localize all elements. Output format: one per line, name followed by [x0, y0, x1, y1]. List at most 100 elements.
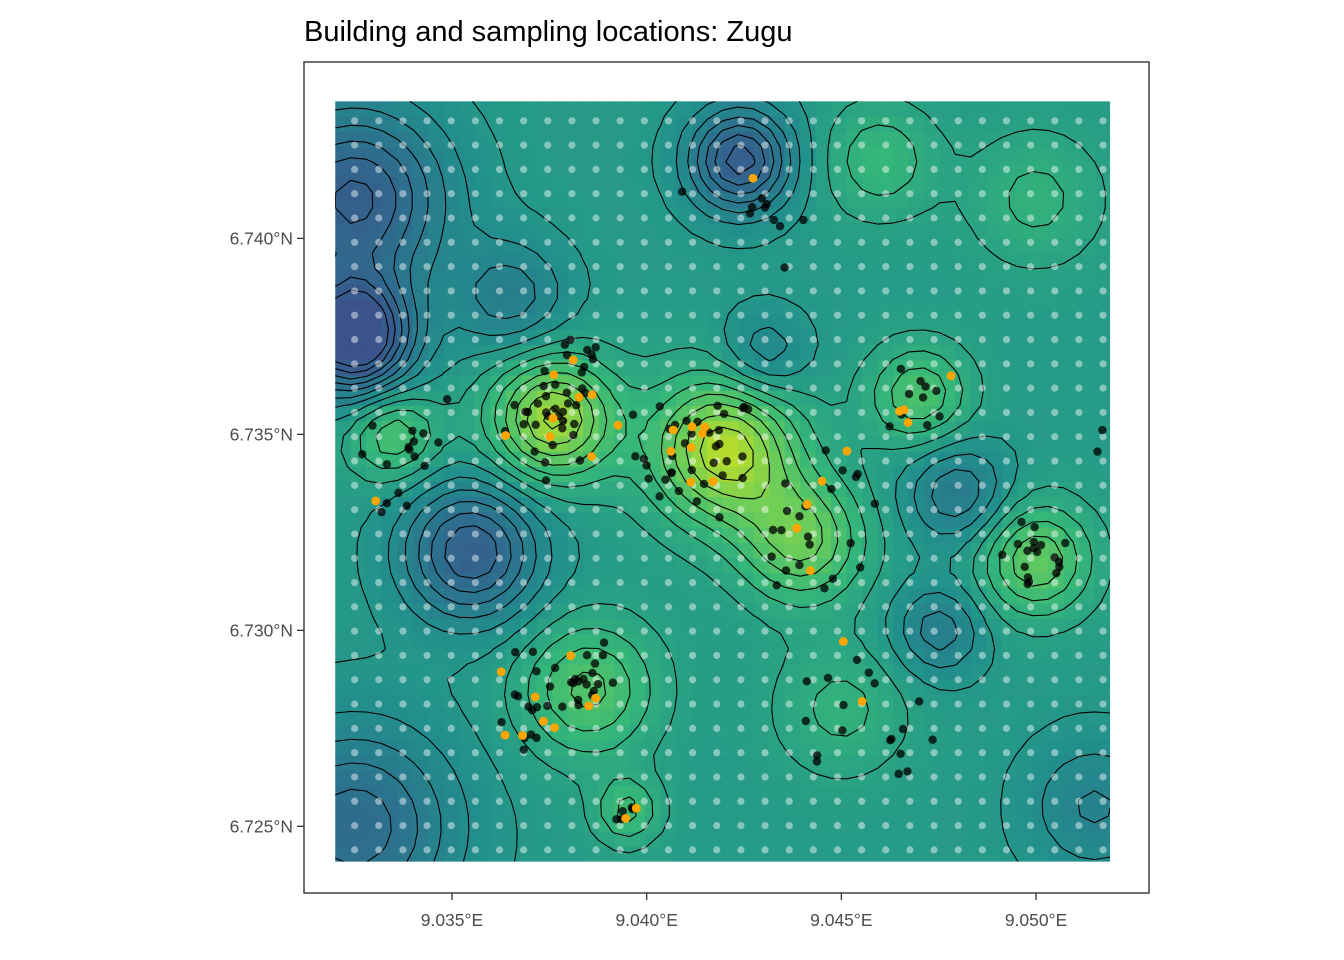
surface-cell — [1032, 785, 1049, 802]
surface-cell — [939, 162, 956, 178]
building-point — [583, 345, 592, 355]
surface-cell — [598, 770, 615, 787]
surface-cell — [738, 785, 755, 802]
surface-cell — [366, 298, 383, 315]
grid-point — [1051, 311, 1059, 319]
surface-cell — [505, 831, 522, 848]
surface-cell — [350, 831, 367, 848]
surface-cell — [598, 116, 615, 133]
surface-cell — [831, 816, 848, 832]
surface-cell — [1094, 755, 1111, 771]
surface-cell — [443, 420, 460, 437]
surface-cell — [862, 131, 879, 148]
surface-cell — [877, 207, 894, 224]
building-point — [618, 806, 627, 816]
surface-cell — [1001, 679, 1018, 695]
surface-cell — [366, 816, 383, 832]
surface-cell — [815, 222, 832, 239]
surface-cell — [598, 466, 615, 483]
surface-cell — [629, 238, 646, 254]
surface-cell — [660, 527, 677, 543]
surface-cell — [939, 557, 956, 574]
surface-cell — [1001, 800, 1018, 817]
grid-point — [423, 506, 431, 514]
surface-cell — [645, 283, 662, 300]
surface-cell — [428, 816, 445, 832]
surface-cell — [1063, 374, 1080, 391]
grid-point — [906, 117, 914, 125]
surface-cell — [676, 816, 693, 832]
grid-point — [399, 676, 407, 684]
grid-point — [930, 578, 938, 587]
surface-cell — [784, 238, 801, 254]
grid-point — [375, 238, 383, 246]
surface-cell — [676, 831, 693, 848]
surface-cell — [1079, 770, 1096, 787]
grid-point — [1027, 481, 1035, 489]
grid-point — [930, 603, 938, 611]
surface-cell — [397, 101, 414, 118]
grid-point — [495, 214, 504, 222]
grid-point — [833, 481, 842, 489]
surface-cell — [443, 694, 460, 711]
surface-cell — [908, 162, 925, 178]
surface-cell — [722, 770, 739, 787]
building-point — [677, 187, 687, 196]
surface-cell — [1017, 451, 1034, 467]
surface-cell — [629, 268, 646, 285]
surface-cell — [877, 390, 894, 406]
grid-point — [1027, 530, 1035, 538]
surface-cell — [1079, 633, 1096, 650]
grid-point — [689, 797, 697, 805]
grid-point — [689, 773, 697, 781]
grid-point — [906, 165, 914, 174]
surface-cell — [536, 511, 553, 528]
surface-cell — [970, 755, 987, 771]
surface-cell — [800, 101, 817, 118]
surface-cell — [552, 298, 569, 315]
grid-point — [882, 433, 890, 441]
surface-cell — [645, 557, 662, 574]
surface-cell — [738, 816, 755, 832]
grid-point — [664, 287, 673, 295]
grid-point — [858, 214, 866, 222]
surface-cell — [862, 481, 879, 498]
surface-cell — [660, 770, 677, 787]
grid-point — [664, 676, 673, 684]
surface-cell — [722, 800, 739, 817]
surface-cell — [629, 101, 646, 118]
grid-point — [954, 724, 962, 732]
surface-cell — [877, 435, 894, 452]
surface-cell — [598, 785, 615, 802]
surface-cell — [970, 800, 987, 817]
surface-cell — [567, 709, 584, 726]
sampled-building-point — [666, 446, 676, 456]
grid-point — [1051, 797, 1059, 805]
grid-point — [882, 214, 890, 222]
surface-cell — [397, 283, 414, 300]
sampled-building-point — [842, 446, 852, 456]
surface-cell — [459, 466, 476, 483]
grid-point — [737, 117, 745, 125]
building-point — [914, 697, 924, 706]
surface-cell — [1079, 222, 1096, 239]
grid-point — [664, 627, 673, 635]
surface-cell — [1063, 405, 1080, 422]
grid-point — [858, 821, 866, 830]
surface-cell — [490, 785, 507, 802]
surface-cell — [784, 146, 801, 163]
surface-cell — [986, 739, 1003, 756]
grid-point — [906, 676, 914, 684]
grid-point — [375, 457, 383, 465]
surface-cell — [536, 222, 553, 239]
grid-point — [495, 384, 504, 392]
surface-cell — [412, 785, 429, 802]
surface-cell — [521, 146, 538, 163]
grid-point — [592, 117, 600, 125]
surface-cell — [1048, 268, 1065, 285]
surface-cell — [815, 374, 832, 391]
surface-cell — [970, 846, 987, 862]
grid-point — [495, 676, 504, 684]
surface-cell — [428, 648, 445, 665]
surface-cell — [1048, 542, 1065, 559]
